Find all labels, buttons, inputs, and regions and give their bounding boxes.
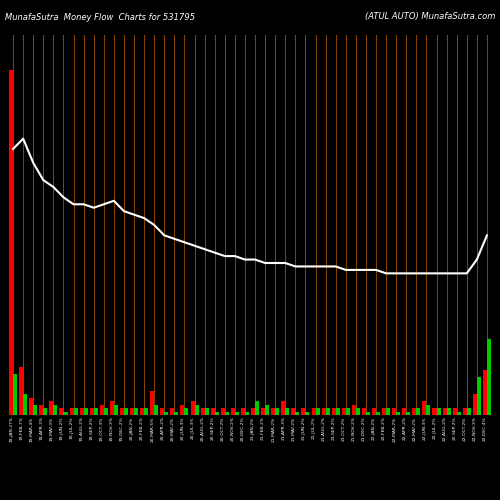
Bar <box>23 394 27 415</box>
Bar <box>312 408 316 415</box>
Bar <box>214 412 218 415</box>
Bar <box>446 408 450 415</box>
Bar <box>255 401 259 415</box>
Bar <box>19 366 23 415</box>
Bar <box>286 408 290 415</box>
Bar <box>322 408 326 415</box>
Bar <box>245 412 249 415</box>
Bar <box>231 408 235 415</box>
Bar <box>306 412 310 415</box>
Bar <box>241 408 245 415</box>
Bar <box>74 408 78 415</box>
Bar <box>362 408 366 415</box>
Bar <box>416 408 420 415</box>
Bar <box>483 370 487 415</box>
Bar <box>29 398 33 415</box>
Bar <box>170 408 174 415</box>
Bar <box>456 412 460 415</box>
Bar <box>160 408 164 415</box>
Bar <box>406 412 410 415</box>
Bar <box>94 408 98 415</box>
Bar <box>442 408 446 415</box>
Bar <box>396 412 400 415</box>
Bar <box>184 408 188 415</box>
Bar <box>154 404 158 415</box>
Bar <box>386 408 390 415</box>
Bar <box>100 404 104 415</box>
Bar <box>221 408 225 415</box>
Text: MunafaSutra  Money Flow  Charts for 531795: MunafaSutra Money Flow Charts for 531795 <box>5 12 195 22</box>
Bar <box>194 404 198 415</box>
Bar <box>402 408 406 415</box>
Bar <box>275 408 279 415</box>
Bar <box>174 412 178 415</box>
Bar <box>150 391 154 415</box>
Bar <box>436 408 440 415</box>
Bar <box>342 408 346 415</box>
Bar <box>70 408 73 415</box>
Bar <box>296 412 300 415</box>
Bar <box>134 408 138 415</box>
Bar <box>120 408 124 415</box>
Bar <box>200 408 204 415</box>
Bar <box>376 412 380 415</box>
Bar <box>432 408 436 415</box>
Bar <box>104 408 108 415</box>
Bar <box>426 404 430 415</box>
Bar <box>13 374 17 415</box>
Bar <box>164 412 168 415</box>
Bar <box>326 408 330 415</box>
Bar <box>282 401 286 415</box>
Bar <box>9 70 13 415</box>
Bar <box>210 408 214 415</box>
Bar <box>487 339 491 415</box>
Bar <box>265 404 269 415</box>
Bar <box>130 408 134 415</box>
Bar <box>422 401 426 415</box>
Bar <box>412 408 416 415</box>
Bar <box>251 408 255 415</box>
Bar <box>366 412 370 415</box>
Bar <box>477 377 481 415</box>
Bar <box>225 412 229 415</box>
Bar <box>382 408 386 415</box>
Bar <box>346 408 350 415</box>
Bar <box>64 412 68 415</box>
Bar <box>90 408 94 415</box>
Bar <box>60 408 64 415</box>
Bar <box>316 408 320 415</box>
Bar <box>144 408 148 415</box>
Bar <box>54 404 58 415</box>
Bar <box>332 408 336 415</box>
Bar <box>292 408 296 415</box>
Bar <box>80 408 84 415</box>
Bar <box>110 401 114 415</box>
Bar <box>352 404 356 415</box>
Bar <box>124 408 128 415</box>
Bar <box>462 408 467 415</box>
Bar <box>33 404 38 415</box>
Bar <box>204 408 208 415</box>
Bar <box>261 408 265 415</box>
Bar <box>190 401 194 415</box>
Bar <box>180 404 184 415</box>
Bar <box>302 408 306 415</box>
Bar <box>356 408 360 415</box>
Bar <box>40 404 44 415</box>
Bar <box>235 412 239 415</box>
Bar <box>114 404 118 415</box>
Bar <box>372 408 376 415</box>
Bar <box>452 408 456 415</box>
Text: (ATUL AUTO) MunafaSutra.com: (ATUL AUTO) MunafaSutra.com <box>364 12 495 22</box>
Bar <box>336 408 340 415</box>
Bar <box>392 408 396 415</box>
Bar <box>84 408 87 415</box>
Bar <box>271 408 275 415</box>
Bar <box>467 408 471 415</box>
Bar <box>44 408 48 415</box>
Bar <box>50 401 54 415</box>
Bar <box>473 394 477 415</box>
Bar <box>140 408 144 415</box>
